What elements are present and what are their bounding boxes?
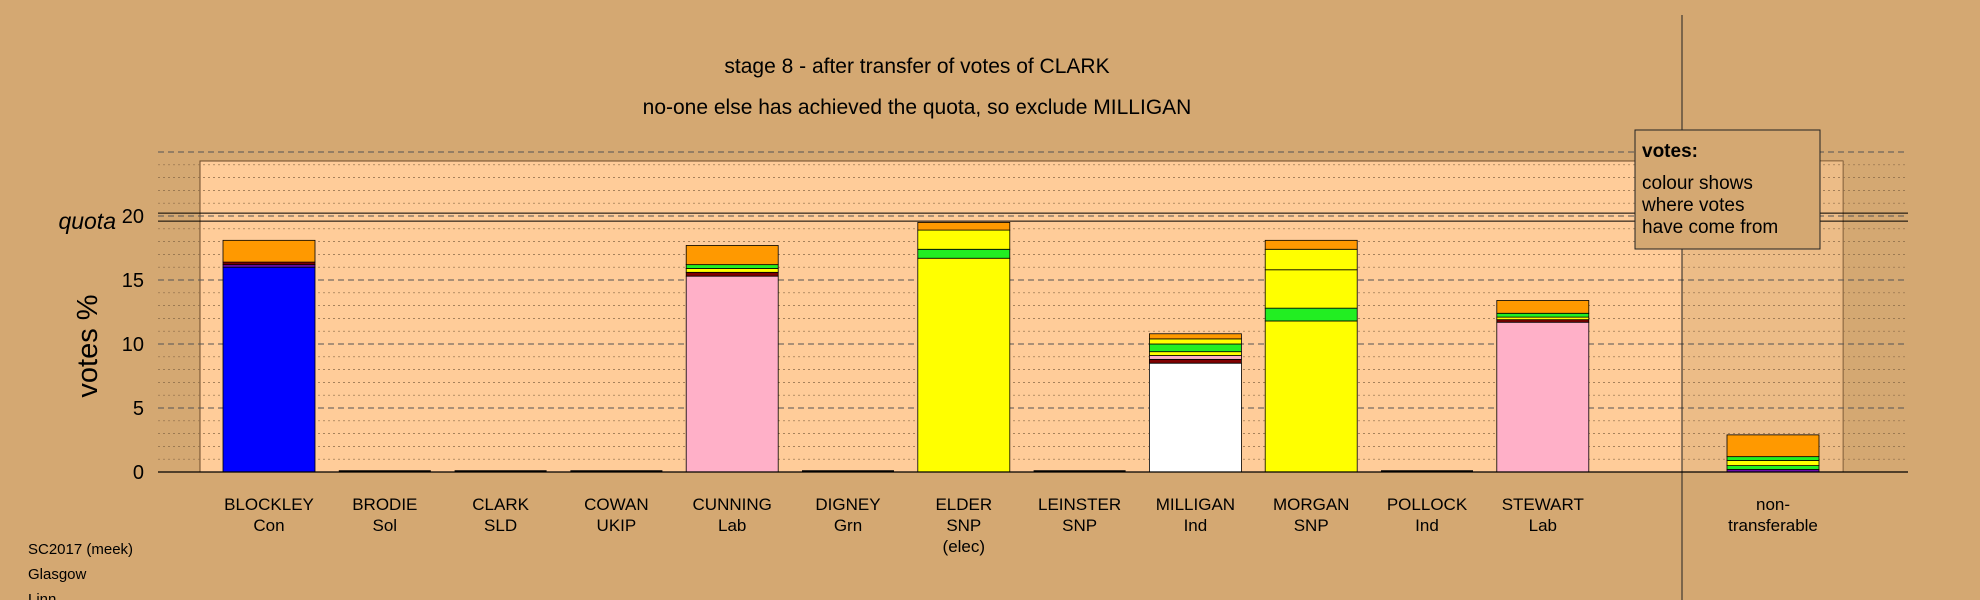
candidate-party: Lab (718, 516, 746, 535)
candidate-name: POLLOCK (1387, 495, 1468, 514)
candidate-party: Lab (1529, 516, 1557, 535)
candidate-party: Con (253, 516, 284, 535)
candidate-name: STEWART (1502, 495, 1584, 514)
y-tick-label: 20 (122, 206, 144, 228)
y-ticks: 0 5 10 15 20 (122, 206, 144, 484)
candidate-name: MILLIGAN (1156, 495, 1235, 514)
bar-cunning (685, 245, 779, 473)
bar-segment (1496, 321, 1590, 473)
y-axis-label: votes % (72, 294, 104, 397)
bar-segment (917, 248, 1011, 259)
bar-segment (685, 268, 779, 273)
candidate-party: Sol (373, 516, 398, 535)
bar-segment (917, 257, 1011, 473)
bar-segment (685, 271, 779, 277)
legend-title: votes: (1642, 141, 1698, 162)
bar-segment (1726, 456, 1820, 461)
bar-segment (1264, 269, 1358, 309)
bar-segment (1726, 434, 1820, 458)
nontransferable-label: non- (1756, 495, 1790, 514)
candidate-party: Ind (1184, 516, 1208, 535)
bar-segment (1496, 312, 1590, 318)
candidate-name: CLARK (472, 495, 529, 514)
candidate-party: Grn (834, 516, 862, 535)
candidate-name: BRODIE (352, 495, 417, 514)
candidate-note: (elec) (943, 537, 986, 556)
bar-segment (222, 266, 316, 473)
bar-segment (1149, 362, 1242, 473)
bar-nontransferable (1726, 434, 1820, 473)
bar-milligan (1149, 333, 1242, 473)
legend-box (1634, 129, 1821, 250)
candidate-name: COWAN (584, 495, 649, 514)
y-tick-label: 0 (133, 462, 144, 484)
legend-line-3: have come from (1642, 217, 1778, 238)
bar-segment (685, 264, 779, 269)
bar-segment (685, 245, 779, 266)
candidate-party: UKIP (597, 516, 637, 535)
candidate-name: BLOCKLEY (224, 495, 314, 514)
bar-segment (1149, 351, 1242, 356)
bar-segment (1264, 239, 1358, 250)
candidate-party: SNP (1062, 516, 1097, 535)
nontransferable-label: transferable (1728, 516, 1818, 535)
candidate-party: SLD (484, 516, 517, 535)
bar-segment (1149, 333, 1242, 340)
footer-line-1: SC2017 (meek) (28, 541, 133, 558)
y-tick-label: 15 (122, 270, 144, 292)
legend-line-2: where votes (1641, 195, 1744, 216)
bar-segment (222, 239, 316, 263)
bar-segment (685, 275, 779, 473)
candidate-name: DIGNEY (815, 495, 880, 514)
candidate-party: SNP (946, 516, 981, 535)
bar-segment (1149, 355, 1242, 360)
grid (158, 151, 1908, 460)
bar-segment (1264, 307, 1358, 322)
y-tick-label: 10 (122, 334, 144, 356)
bar-blockley (222, 239, 316, 473)
bar-elder (917, 221, 1011, 473)
bar-segment (1149, 338, 1242, 345)
chart-title: stage 8 - after transfer of votes of CLA… (724, 55, 1109, 78)
footer-line-3: Linn (28, 591, 56, 600)
bar-segment (1726, 465, 1820, 470)
chart-subtitle: no-one else has achieved the quota, so e… (643, 96, 1192, 119)
bar-segment (917, 221, 1011, 231)
bar-segment (917, 229, 1011, 250)
candidate-labels: BLOCKLEY Con BRODIE Sol CLARK SLD COWAN UKIP CUN… (224, 495, 1818, 556)
footer-line-2: Glasgow (28, 566, 87, 583)
legend: votes: colour shows where votes have com… (1634, 129, 1821, 250)
candidate-name: CUNNING (693, 495, 772, 514)
bars (222, 221, 1820, 473)
candidate-party: Ind (1415, 516, 1439, 535)
bar-segment (1264, 248, 1358, 271)
quota-label: quota (58, 208, 116, 234)
y-tick-label: 5 (133, 398, 144, 420)
candidate-name: LEINSTER (1038, 495, 1121, 514)
bar-segment (1149, 343, 1242, 353)
candidate-name: MORGAN (1273, 495, 1350, 514)
bar-segment (1149, 358, 1242, 364)
bar-segment (1726, 460, 1820, 467)
bar-morgan (1264, 239, 1358, 473)
candidate-party: SNP (1294, 516, 1329, 535)
candidate-name: ELDER (935, 495, 992, 514)
bar-segment (1264, 320, 1358, 473)
plot-area (199, 160, 1844, 473)
legend-line-1: colour shows (1642, 173, 1753, 194)
bar-segment (1496, 300, 1590, 314)
bar-stewart (1496, 300, 1590, 473)
